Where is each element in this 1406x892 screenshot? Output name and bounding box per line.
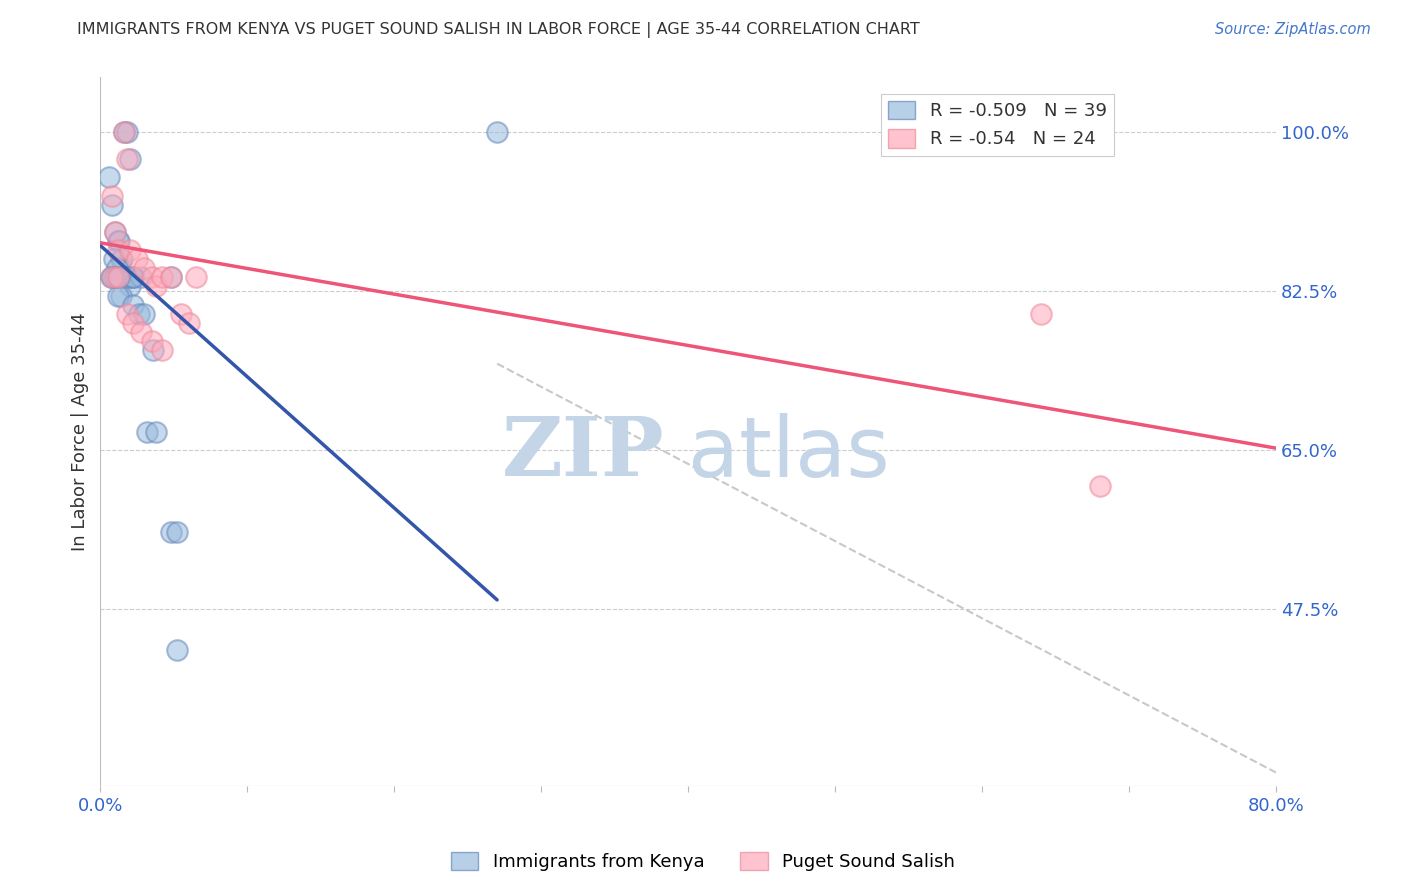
- Point: [160, 270, 183, 285]
- Point: [114, 270, 136, 285]
- Point: [160, 524, 183, 539]
- Point: [1029, 307, 1052, 321]
- Point: [111, 252, 134, 267]
- Point: [486, 125, 509, 139]
- Y-axis label: In Labor Force | Age 35-44: In Labor Force | Age 35-44: [72, 312, 89, 551]
- Point: [104, 225, 127, 239]
- Point: [145, 279, 167, 293]
- Point: [131, 270, 153, 285]
- Point: [160, 270, 183, 285]
- Point: [107, 270, 129, 285]
- Point: [150, 343, 173, 357]
- Point: [1088, 479, 1111, 493]
- Point: [136, 425, 159, 439]
- Point: [121, 270, 143, 285]
- Point: [115, 307, 138, 321]
- Point: [121, 297, 143, 311]
- Text: atlas: atlas: [688, 413, 890, 493]
- Point: [121, 270, 143, 285]
- Point: [104, 270, 127, 285]
- Point: [142, 343, 165, 357]
- Point: [166, 643, 188, 657]
- Point: [131, 325, 153, 339]
- Point: [145, 425, 167, 439]
- Point: [112, 270, 135, 285]
- Point: [107, 234, 129, 248]
- Point: [104, 225, 127, 239]
- Point: [115, 270, 138, 285]
- Point: [170, 307, 193, 321]
- Point: [100, 270, 122, 285]
- Point: [101, 270, 124, 285]
- Point: [108, 270, 131, 285]
- Point: [103, 252, 125, 267]
- Point: [128, 307, 150, 321]
- Point: [110, 288, 132, 302]
- Point: [98, 170, 121, 185]
- Point: [101, 188, 124, 202]
- Point: [184, 270, 207, 285]
- Text: ZIP: ZIP: [502, 413, 665, 493]
- Text: Source: ZipAtlas.com: Source: ZipAtlas.com: [1215, 22, 1371, 37]
- Point: [105, 261, 128, 276]
- Point: [112, 125, 135, 139]
- Point: [101, 270, 124, 285]
- Text: IMMIGRANTS FROM KENYA VS PUGET SOUND SALISH IN LABOR FORCE | AGE 35-44 CORRELATI: IMMIGRANTS FROM KENYA VS PUGET SOUND SAL…: [77, 22, 920, 38]
- Point: [134, 261, 156, 276]
- Point: [108, 270, 131, 285]
- Point: [117, 270, 139, 285]
- Point: [107, 243, 129, 257]
- Point: [118, 152, 141, 166]
- Point: [101, 197, 124, 211]
- Point: [150, 270, 173, 285]
- Legend: Immigrants from Kenya, Puget Sound Salish: Immigrants from Kenya, Puget Sound Salis…: [444, 845, 962, 879]
- Point: [134, 307, 156, 321]
- Point: [121, 316, 143, 330]
- Point: [115, 152, 138, 166]
- Point: [177, 316, 200, 330]
- Point: [141, 270, 163, 285]
- Point: [118, 243, 141, 257]
- Point: [127, 252, 149, 267]
- Point: [120, 270, 142, 285]
- Point: [112, 125, 135, 139]
- Point: [110, 252, 132, 267]
- Legend: R = -0.509   N = 39, R = -0.54   N = 24: R = -0.509 N = 39, R = -0.54 N = 24: [882, 94, 1114, 156]
- Point: [115, 125, 138, 139]
- Point: [108, 234, 131, 248]
- Point: [166, 524, 188, 539]
- Point: [141, 334, 163, 348]
- Point: [107, 288, 129, 302]
- Point: [118, 279, 141, 293]
